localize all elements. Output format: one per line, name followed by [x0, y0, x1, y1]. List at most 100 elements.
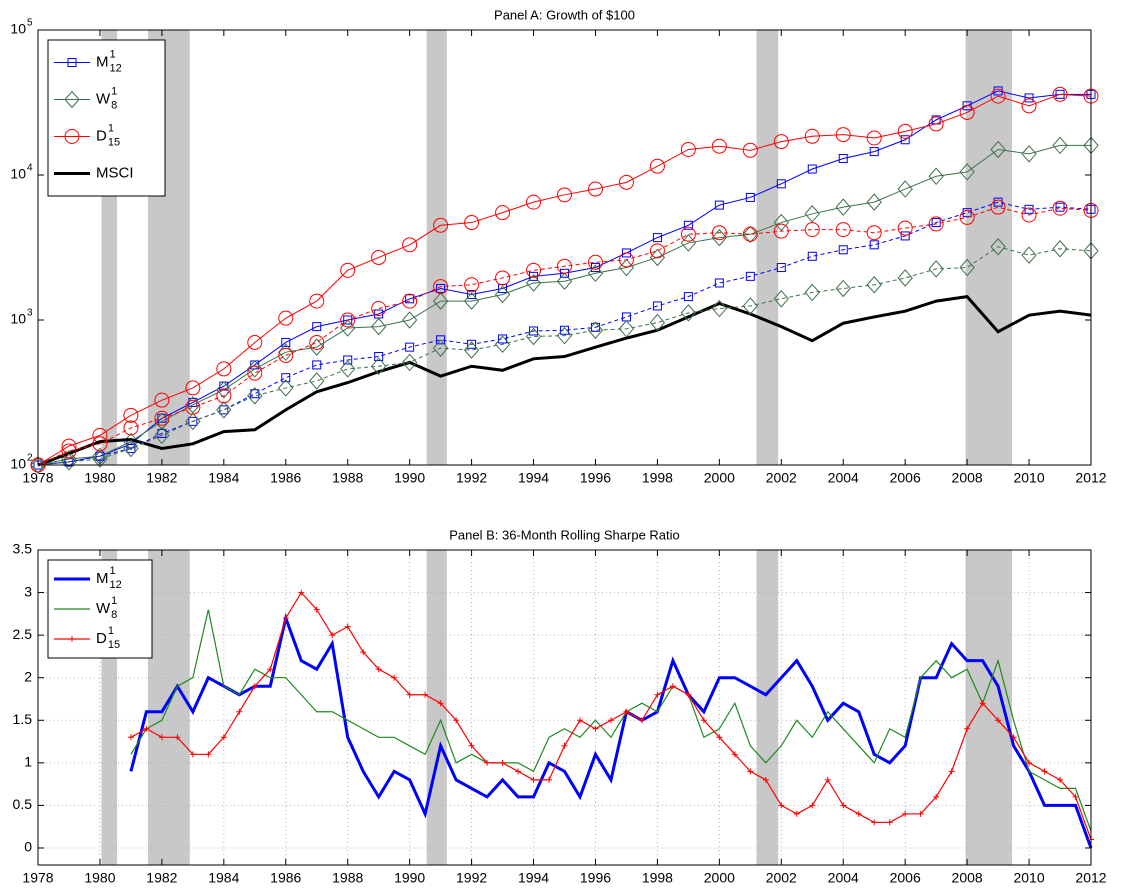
marker	[900, 135, 910, 145]
marker	[804, 283, 820, 302]
marker	[928, 216, 944, 232]
marker	[623, 708, 630, 715]
marker	[402, 293, 418, 309]
marker	[587, 264, 604, 283]
y-tick-label: 10	[10, 311, 26, 327]
marker	[432, 292, 449, 310]
marker	[557, 187, 572, 203]
x-tick-label: 1980	[84, 470, 115, 486]
x-tick-label: 2008	[952, 870, 983, 886]
marker	[776, 263, 786, 273]
marker	[205, 751, 212, 758]
marker	[127, 734, 134, 741]
x-tick-label: 1990	[394, 470, 425, 486]
marker	[247, 360, 263, 378]
marker	[453, 717, 460, 724]
x-tick-label: 1982	[146, 470, 177, 486]
panel-title: Panel A: Growth of $100	[494, 7, 635, 22]
marker	[64, 129, 80, 144]
marker	[216, 381, 232, 399]
marker	[437, 700, 444, 707]
x-tick-label: 1992	[456, 870, 487, 886]
marker	[432, 339, 449, 357]
marker	[607, 717, 614, 724]
marker	[649, 243, 665, 259]
marker	[897, 269, 913, 287]
marker	[188, 416, 198, 426]
marker	[371, 317, 387, 336]
marker	[216, 401, 232, 419]
marker	[154, 392, 170, 408]
marker	[560, 325, 569, 335]
x-tick-label: 1992	[456, 470, 487, 486]
marker	[773, 290, 789, 308]
marker	[529, 326, 539, 336]
x-tick-label: 1986	[270, 470, 301, 486]
marker	[866, 225, 882, 241]
marker	[340, 360, 356, 378]
shaded-period	[426, 30, 447, 465]
marker	[804, 222, 820, 238]
marker	[340, 262, 356, 278]
marker	[282, 615, 289, 622]
y-tick-label: 3.5	[13, 541, 33, 557]
marker	[525, 274, 542, 292]
marker	[61, 443, 77, 459]
legend-sub: 8	[111, 609, 117, 621]
marker	[546, 776, 553, 783]
marker	[405, 342, 415, 352]
marker	[1024, 93, 1034, 103]
legend-label: M	[96, 53, 109, 70]
marker	[92, 450, 108, 468]
marker	[494, 335, 511, 354]
marker	[742, 225, 758, 244]
marker	[526, 194, 542, 210]
legend-label: MSCI	[96, 164, 134, 181]
x-tick-label: 1996	[580, 870, 611, 886]
marker	[618, 320, 635, 338]
marker	[962, 101, 972, 111]
marker	[343, 315, 353, 325]
marker	[1021, 246, 1037, 264]
marker	[250, 389, 260, 399]
marker	[959, 104, 975, 120]
marker	[809, 802, 816, 809]
x-tick-label: 1982	[146, 870, 177, 886]
marker	[185, 399, 201, 415]
marker	[962, 208, 972, 218]
marker	[526, 262, 542, 278]
marker	[495, 270, 511, 286]
marker	[995, 717, 1002, 724]
shaded-period	[147, 550, 190, 865]
marker	[654, 691, 661, 698]
marker	[123, 439, 139, 458]
marker	[652, 233, 662, 243]
marker	[556, 326, 573, 345]
marker	[313, 606, 320, 613]
marker	[979, 700, 986, 707]
marker	[467, 339, 477, 349]
marker	[838, 245, 848, 255]
marker	[433, 279, 449, 295]
marker	[576, 717, 583, 724]
y-tick-label: 3	[24, 583, 32, 599]
marker	[143, 725, 150, 732]
y-tick-exponent: 5	[27, 18, 33, 29]
marker	[840, 802, 847, 809]
x-tick-label: 1994	[518, 870, 549, 886]
marker	[773, 134, 789, 150]
x-tick-label: 1994	[518, 470, 549, 486]
marker	[649, 248, 666, 267]
marker	[838, 153, 848, 163]
x-tick-label: 2012	[1075, 870, 1106, 886]
y-tick-label: 0.5	[13, 796, 33, 812]
legend-sup: 1	[108, 625, 114, 637]
marker	[484, 759, 491, 766]
marker	[649, 158, 665, 174]
marker	[340, 312, 356, 328]
marker	[220, 734, 227, 741]
marker	[897, 123, 913, 139]
marker	[680, 226, 696, 242]
marker	[463, 341, 480, 359]
marker	[773, 213, 789, 232]
